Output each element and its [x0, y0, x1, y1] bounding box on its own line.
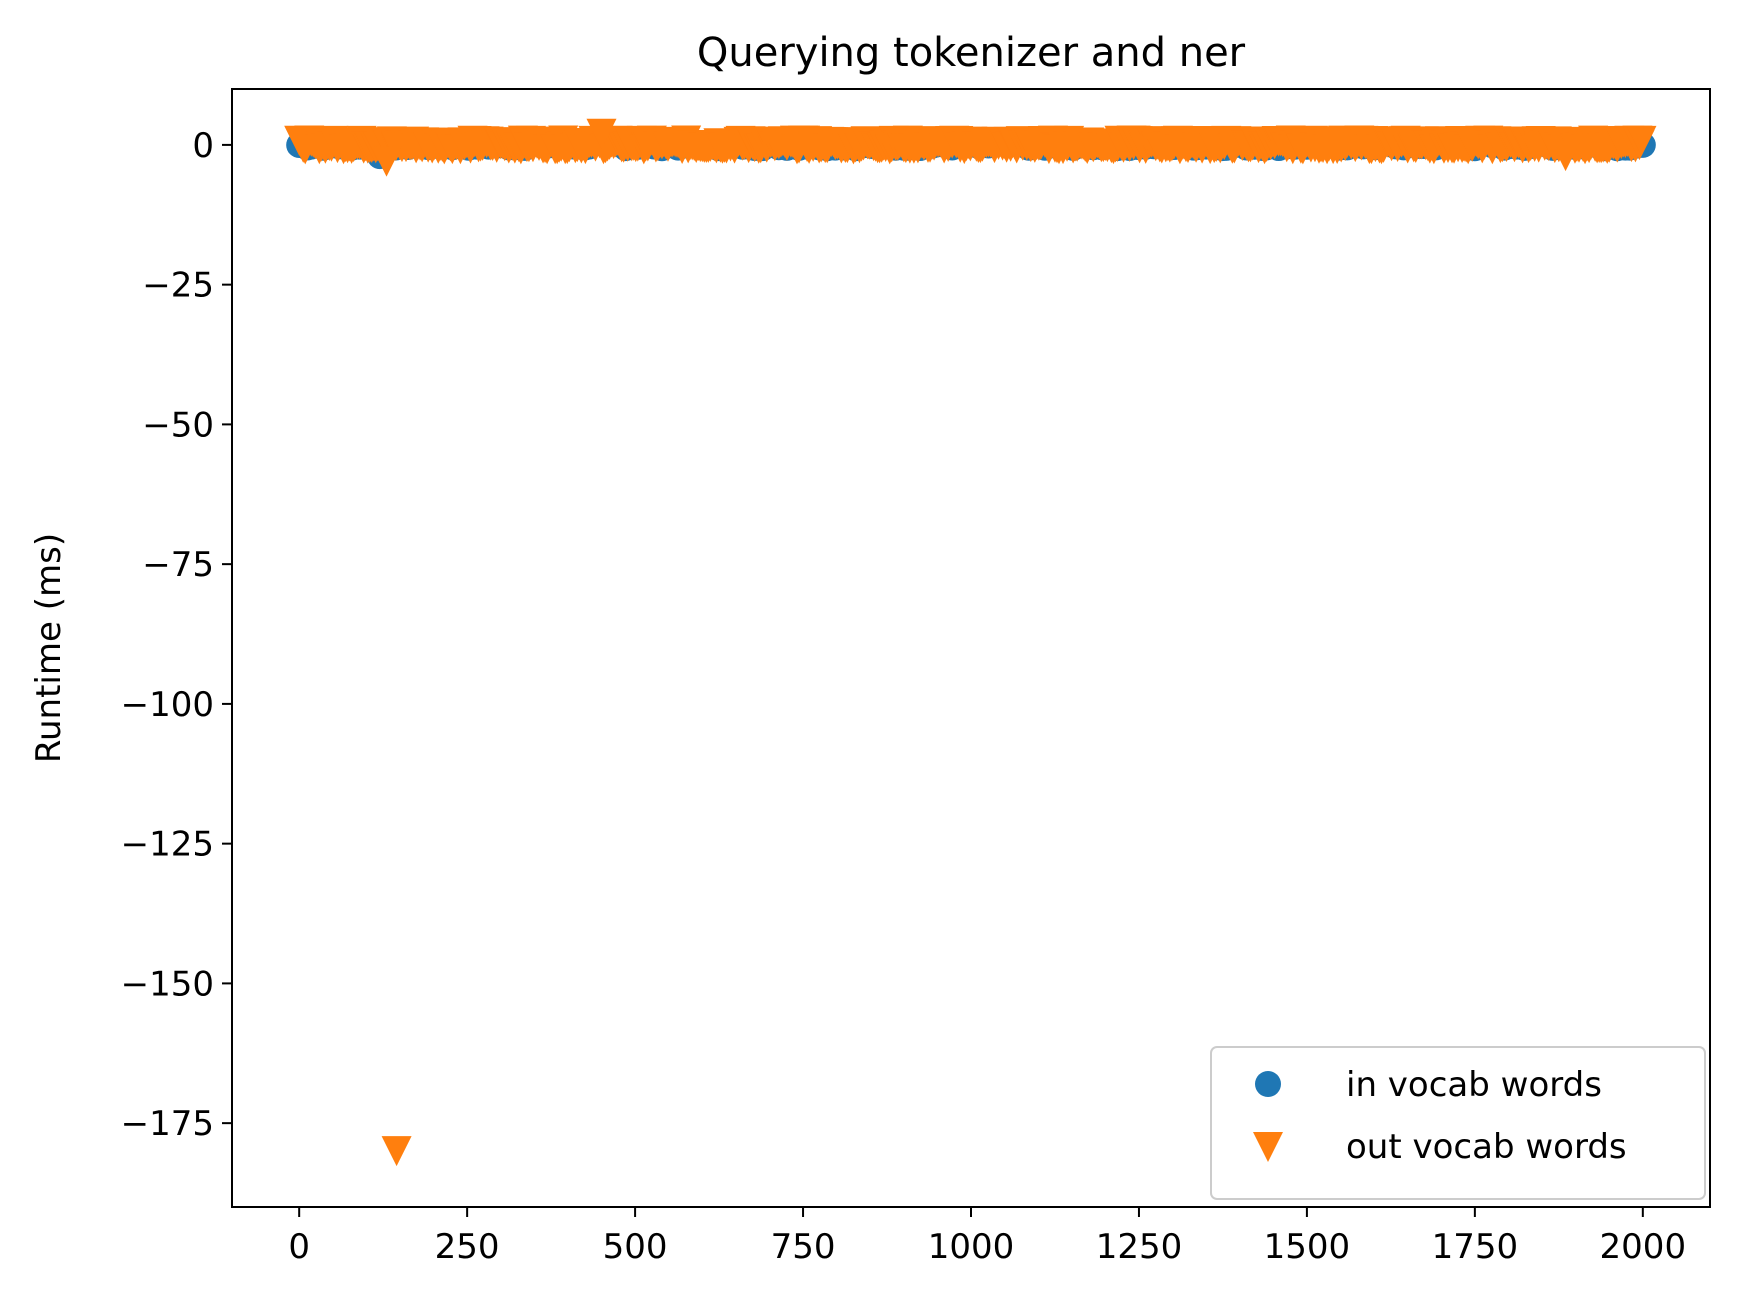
y-tick-label: 0: [192, 126, 214, 166]
x-tick-label: 500: [603, 1227, 668, 1267]
data-point: [381, 1136, 412, 1167]
legend: in vocab words out vocab words: [1210, 1046, 1706, 1200]
legend-marker-in-vocab-words: [1255, 1071, 1281, 1097]
x-axis-ticks: 0 250 500 750 1000 1250 1500 1750 2000: [288, 1207, 1686, 1267]
y-tick-label: −100: [121, 685, 214, 725]
legend-marker-out-vocab-words: [1253, 1132, 1283, 1162]
y-tick-label: −50: [142, 405, 214, 445]
x-tick-label: 0: [288, 1227, 310, 1267]
legend-box: [1210, 1046, 1706, 1200]
x-tick-label: 2000: [1600, 1227, 1687, 1267]
y-tick-label: −150: [121, 964, 214, 1004]
x-tick-label: 1500: [1264, 1227, 1351, 1267]
y-tick-label: −125: [121, 825, 214, 865]
plot-area-frame: [231, 88, 1711, 1208]
x-tick-label: 1000: [928, 1227, 1015, 1267]
y-tick-label: −175: [121, 1104, 214, 1144]
y-tick-label: −25: [142, 266, 214, 306]
x-tick-label: 250: [435, 1227, 500, 1267]
y-tick-label: −75: [142, 545, 214, 585]
data-point: [371, 146, 402, 177]
y-axis-ticks: 0 −25 −50 −75 −100 −125 −150 −175: [121, 126, 232, 1144]
y-axis-label: Runtime (ms): [29, 533, 69, 763]
data-point: [586, 118, 617, 149]
x-tick-label: 750: [771, 1227, 836, 1267]
x-tick-label: 1250: [1096, 1227, 1183, 1267]
data-point: [1626, 125, 1657, 156]
legend-label-in-vocab-words: in vocab words: [1346, 1065, 1602, 1105]
data-point: [1550, 141, 1581, 172]
x-tick-label: 1750: [1432, 1227, 1519, 1267]
series-out-vocab-words: [284, 118, 1657, 1167]
legend-label-out-vocab-words: out vocab words: [1346, 1127, 1627, 1167]
chart-title: Querying tokenizer and ner: [697, 30, 1246, 76]
